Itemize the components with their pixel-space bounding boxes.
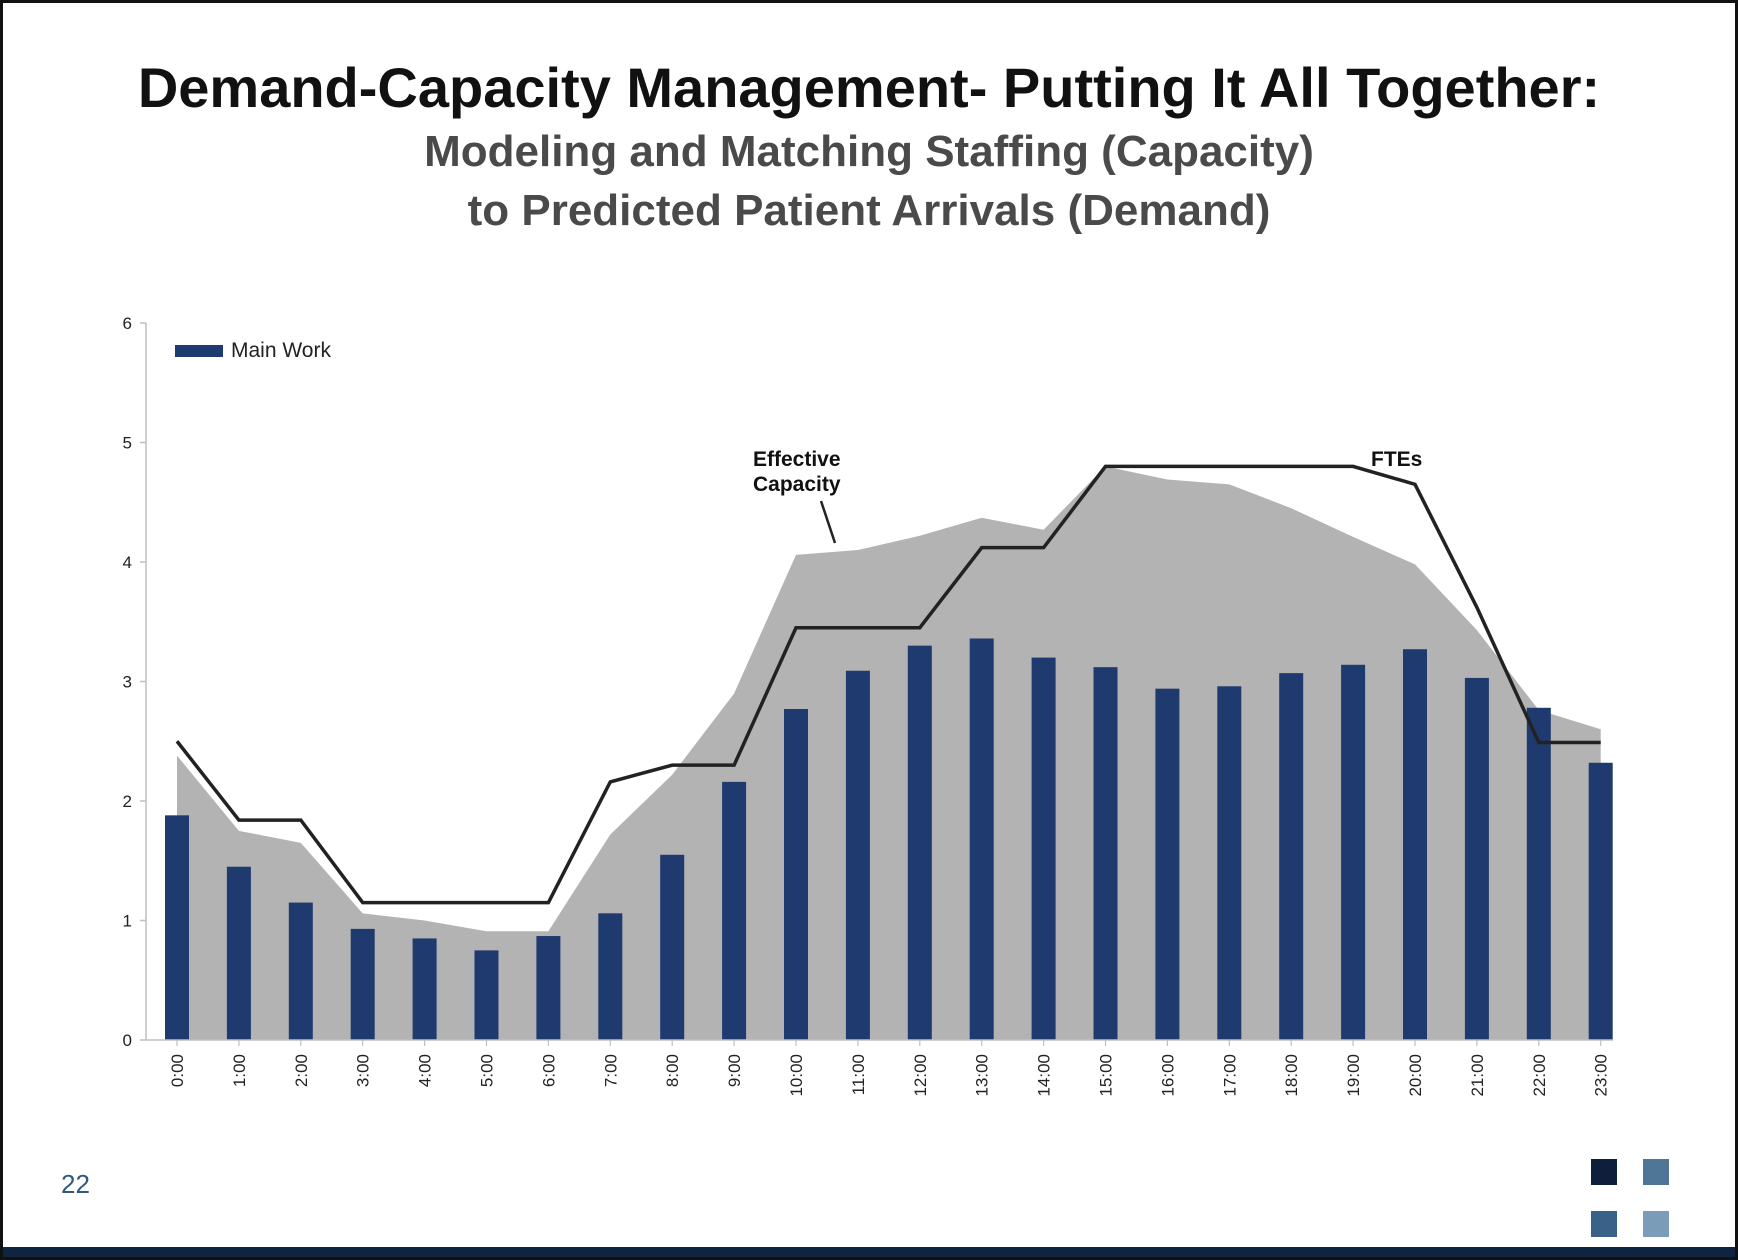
slide-subtitle-line-2: to Predicted Patient Arrivals (Demand) <box>467 186 1271 235</box>
x-tick-label: 5:00 <box>478 1054 497 1087</box>
main-work-bar <box>907 645 932 1040</box>
x-tick-label: 1:00 <box>230 1054 249 1087</box>
y-tick-label: 3 <box>123 673 132 692</box>
main-work-bar <box>536 936 561 1040</box>
main-work-bar <box>1031 657 1056 1040</box>
annotations-group: Effective Capacity FTEs <box>753 448 1422 544</box>
main-work-bar <box>412 938 437 1040</box>
y-tick-label: 0 <box>123 1031 132 1050</box>
effective-capacity-area <box>177 466 1601 1040</box>
main-work-bar <box>1155 688 1180 1040</box>
main-work-bar <box>845 670 870 1040</box>
main-work-bar <box>784 708 808 1040</box>
logo-square-3 <box>1591 1211 1617 1237</box>
x-tick-label: 0:00 <box>168 1054 187 1087</box>
main-work-bars-group <box>165 638 1613 1040</box>
main-work-bar <box>1341 664 1366 1040</box>
logo-square-4 <box>1643 1211 1669 1237</box>
y-tick-label: 6 <box>123 314 132 333</box>
x-tick-label: 7:00 <box>601 1054 620 1087</box>
annotation-effective-capacity-pointer <box>819 500 837 544</box>
annotation-effective-capacity-line: Effective <box>753 448 841 471</box>
bottom-bar <box>3 1247 1735 1257</box>
x-tick-label: 2:00 <box>292 1054 311 1087</box>
x-tick-label: 16:00 <box>1158 1054 1177 1097</box>
ftes-line-group <box>175 464 1601 905</box>
page-number: 22 <box>61 1169 90 1199</box>
legend-swatch-main-work <box>175 345 223 357</box>
x-tick-label: 13:00 <box>973 1054 992 1097</box>
annotation-effective-capacity-line: Capacity <box>753 473 841 496</box>
axes-group: 0 1 2 3 4 5 6 0:00 1:00 2:00 3:00 4:00 5:00 6:00 7:00 8… <box>123 314 1613 1097</box>
x-tick-label: 10:00 <box>787 1054 806 1097</box>
x-tick-label: 8:00 <box>663 1054 682 1087</box>
x-tick-label: 18:00 <box>1282 1054 1301 1097</box>
main-work-bar <box>1279 673 1304 1040</box>
y-tick-label: 2 <box>123 792 132 811</box>
main-work-bar <box>288 902 313 1040</box>
main-work-bar <box>660 854 685 1040</box>
x-tick-label: 14:00 <box>1035 1054 1054 1097</box>
main-work-bar <box>1093 667 1118 1040</box>
demand-capacity-chart: 0 1 2 3 4 5 6 0:00 1:00 2:00 3:00 4:00 5:00 6:00 7:00 8… <box>123 314 1613 1097</box>
x-tick-label: 9:00 <box>725 1054 744 1087</box>
x-tick-label: 3:00 <box>354 1054 373 1087</box>
slide-title: Demand-Capacity Management- Putting It A… <box>137 56 1601 119</box>
logo-square-2 <box>1643 1159 1669 1185</box>
effective-capacity-area-group <box>177 466 1601 1040</box>
x-tick-label: 21:00 <box>1468 1054 1487 1097</box>
annotation-ftes: FTEs <box>1371 448 1422 471</box>
legend: Main Work <box>175 339 331 362</box>
main-work-bar <box>350 928 375 1040</box>
logo-square-1 <box>1591 1159 1617 1185</box>
x-tick-label: 23:00 <box>1592 1054 1611 1097</box>
x-tick-label: 12:00 <box>911 1054 930 1097</box>
x-tick-label: 22:00 <box>1530 1054 1549 1097</box>
annotation-effective-capacity: Effective Capacity <box>753 448 841 496</box>
main-work-bar <box>1217 686 1242 1040</box>
main-work-bar <box>1464 677 1489 1040</box>
y-tick-label: 5 <box>123 434 132 453</box>
legend-label-main-work: Main Work <box>231 339 331 362</box>
x-tick-label: 15:00 <box>1097 1054 1116 1097</box>
x-tick-label: 17:00 <box>1220 1054 1239 1097</box>
main-work-bar <box>598 913 623 1040</box>
main-work-bar <box>474 950 499 1040</box>
main-work-bar <box>722 781 747 1040</box>
main-work-bar <box>165 815 189 1040</box>
ftes-line <box>175 464 1601 905</box>
main-work-bar <box>1403 649 1427 1040</box>
main-work-bar <box>1526 707 1551 1040</box>
y-tick-label: 1 <box>123 912 132 931</box>
y-tick-label: 4 <box>123 553 132 572</box>
slide-subtitle-line-1: Modeling and Matching Staffing (Capacity… <box>424 127 1314 176</box>
main-work-bar <box>969 638 994 1040</box>
main-work-bar <box>226 866 251 1040</box>
main-work-bar <box>1588 762 1613 1040</box>
x-tick-label: 4:00 <box>416 1054 435 1087</box>
x-tick-label: 20:00 <box>1406 1054 1425 1097</box>
x-tick-label: 11:00 <box>849 1054 868 1095</box>
x-tick-label: 6:00 <box>539 1054 558 1087</box>
x-tick-label: 19:00 <box>1344 1054 1363 1097</box>
